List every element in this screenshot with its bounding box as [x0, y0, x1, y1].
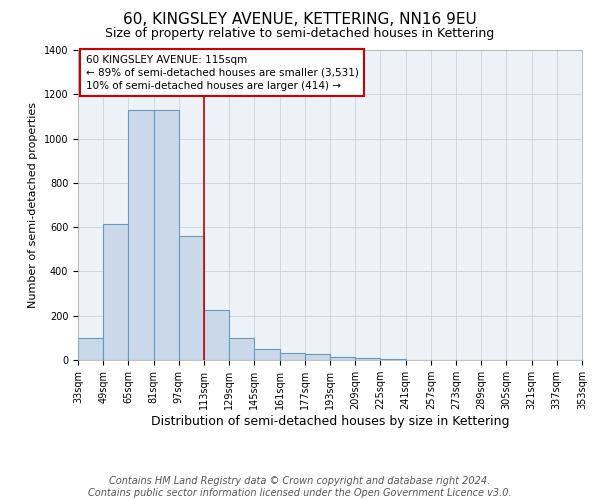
Bar — [229, 338, 254, 360]
Bar — [280, 354, 305, 360]
Text: 60, KINGSLEY AVENUE, KETTERING, NN16 9EU: 60, KINGSLEY AVENUE, KETTERING, NN16 9EU — [123, 12, 477, 28]
Bar — [380, 359, 406, 360]
Bar — [330, 356, 355, 360]
Text: Contains HM Land Registry data © Crown copyright and database right 2024.
Contai: Contains HM Land Registry data © Crown c… — [88, 476, 512, 498]
Bar — [179, 236, 204, 360]
Text: 60 KINGSLEY AVENUE: 115sqm
← 89% of semi-detached houses are smaller (3,531)
10%: 60 KINGSLEY AVENUE: 115sqm ← 89% of semi… — [86, 54, 358, 91]
Y-axis label: Number of semi-detached properties: Number of semi-detached properties — [28, 102, 38, 308]
Bar — [128, 110, 154, 360]
Bar — [204, 310, 229, 360]
Bar — [103, 224, 128, 360]
X-axis label: Distribution of semi-detached houses by size in Kettering: Distribution of semi-detached houses by … — [151, 415, 509, 428]
Bar — [154, 110, 179, 360]
Bar — [355, 358, 380, 360]
Bar — [78, 338, 103, 360]
Bar — [254, 349, 280, 360]
Text: Size of property relative to semi-detached houses in Kettering: Size of property relative to semi-detach… — [106, 28, 494, 40]
Bar — [305, 354, 330, 360]
